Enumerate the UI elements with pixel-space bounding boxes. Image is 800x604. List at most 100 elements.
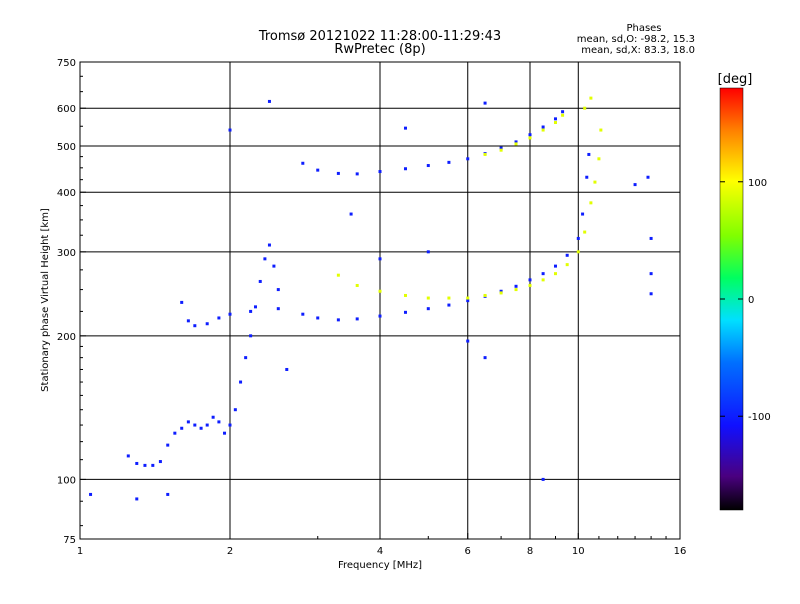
data-point [583,230,587,234]
x-axis-label: Frequency [MHz] [338,560,422,571]
data-point [336,273,340,277]
x-tick-label: 10 [572,546,585,557]
data-point [553,121,557,125]
data-point [135,497,139,501]
chart-subtitle: RwPretec (8p) [334,42,425,57]
data-point [649,236,653,240]
data-point [403,126,407,130]
data-point [426,307,430,311]
data-point [585,175,589,179]
data-point [378,170,382,174]
data-point [528,133,532,137]
y-tick-label: 600 [57,104,76,115]
x-tick-label: 4 [377,546,383,557]
data-point [483,356,487,360]
phases-header: Phases [626,23,661,34]
grid [80,62,680,539]
data-point [239,380,243,384]
data-point [211,415,215,419]
data-point [193,423,197,427]
data-point [483,101,487,105]
data-point [553,117,557,121]
data-point [193,324,197,328]
data-point [541,125,545,129]
y-tick-label: 300 [57,248,76,259]
data-point [244,356,248,360]
data-point [499,291,503,295]
data-point [228,423,232,427]
x-tick-label: 2 [227,546,233,557]
data-point [228,128,232,132]
data-point [593,180,597,184]
data-point [589,201,593,205]
data-point [649,272,653,276]
colorbar-ticks: 100 0 -100 [720,178,771,423]
data-point [541,128,545,132]
data-point [576,250,580,254]
data-point [205,322,209,326]
colorbar-label: [deg] [718,72,753,87]
data-point [316,168,320,172]
data-point [166,443,170,447]
data-point [349,212,353,216]
data-point [228,312,232,316]
data-point [541,278,545,282]
data-point [336,171,340,175]
data-point [217,316,221,320]
data-point [514,288,518,292]
y-tick-label: 100 [57,475,76,486]
y-tick-label: 200 [57,332,76,343]
data-point [514,140,518,144]
colorbar-tick-label: 100 [748,178,767,189]
phases-o-stats: mean, sd,O: -98.2, 15.3 [577,34,695,45]
colorbar-tick-label: -100 [748,412,771,423]
data-point [355,317,359,321]
data-point [426,296,430,300]
data-point [258,279,262,283]
data-point [466,339,470,343]
data-point [553,272,557,276]
data-point [158,460,162,464]
data-point [173,431,177,435]
data-point [378,257,382,261]
x-tick-label: 1 [77,546,83,557]
data-point [403,293,407,297]
data-point [276,307,280,311]
data-point [499,148,503,152]
data-point [276,288,280,292]
data-point [272,264,276,268]
data-point [589,96,593,100]
data-point [499,289,503,293]
axis-ticks: 1 2 4 6 8 10 16 75 100 200 300 400 500 600 750 [57,58,686,557]
data-point [186,319,190,323]
data-point [426,164,430,168]
x-tick-label: 8 [527,546,533,557]
data-point [561,110,565,114]
data-point [466,296,470,300]
colorbar-tick-label: 0 [748,295,754,306]
data-point [89,492,93,496]
y-tick-label: 75 [63,535,76,546]
data-point [483,152,487,156]
data-point [199,426,203,430]
data-point [565,253,569,257]
data-point [267,99,271,103]
data-point [355,172,359,176]
data-point [378,289,382,293]
data-point [316,316,320,320]
data-point [553,264,557,268]
data-point [180,300,184,304]
data-point [223,431,227,435]
data-point [249,309,253,313]
data-point [180,426,184,430]
data-point [597,157,601,161]
data-point [499,146,503,150]
data-point [267,243,271,247]
data-point [541,477,545,481]
data-point [528,136,532,140]
data-point [253,305,257,309]
x-tick-label: 16 [674,546,687,557]
y-tick-label: 750 [57,58,76,69]
data-point [378,314,382,318]
